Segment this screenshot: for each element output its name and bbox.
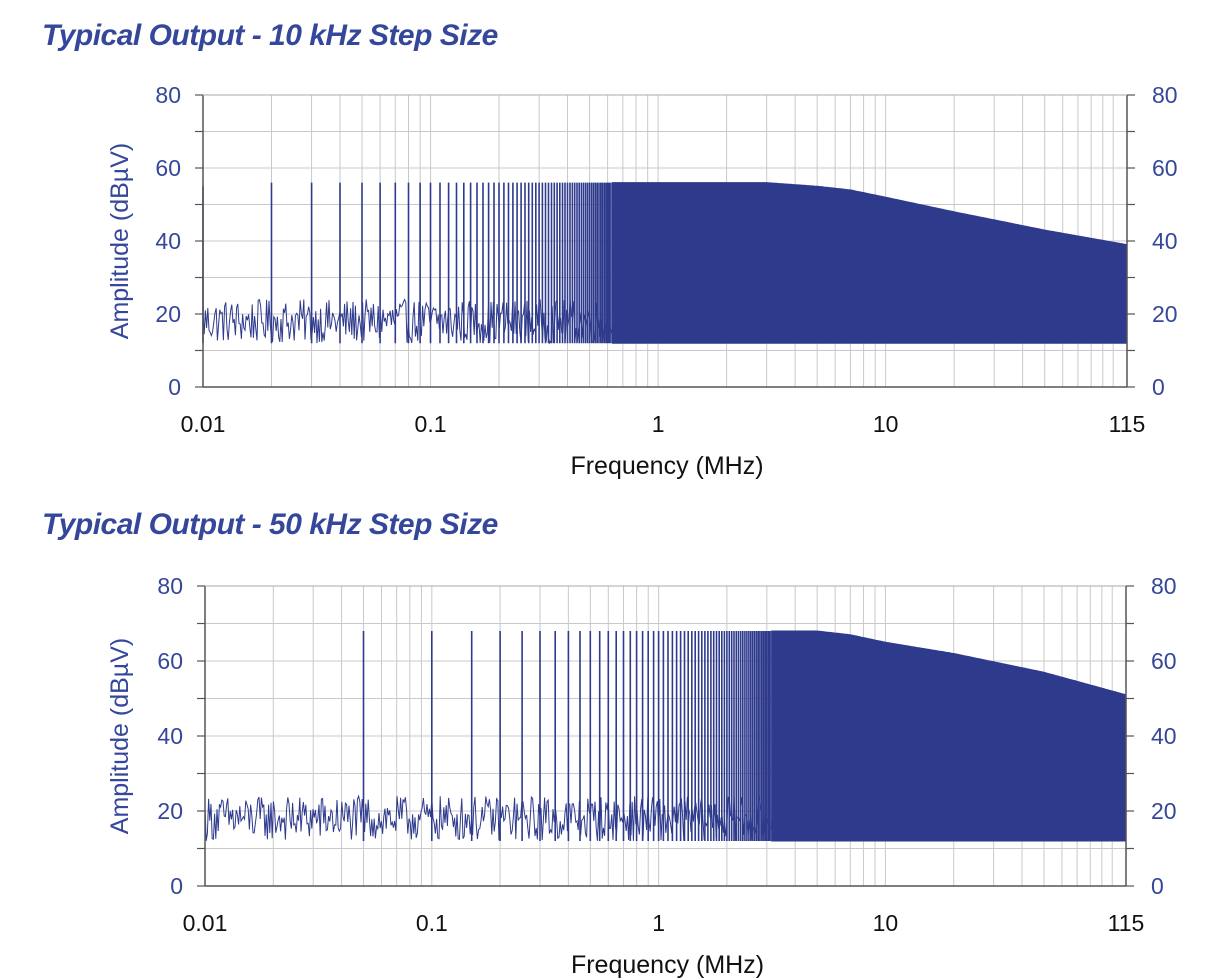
chart-1-x-axis-label: Frequency (MHz) (570, 452, 763, 480)
chart-2-y-tick-label-right: 40 (1151, 723, 1177, 749)
chart-1-x-tick-label: 0.1 (415, 411, 447, 437)
chart-1-y-tick-label-left: 40 (155, 228, 181, 254)
chart-2-title: Typical Output - 50 kHz Step Size (42, 508, 498, 541)
chart-1-x-tick-label: 10 (873, 411, 899, 437)
chart-1-spike-lines (202, 182, 612, 344)
chart-2-axes: 0 0 20 20 40 40 60 60 80 80 0.01 0.1 1 10 115 Frequency… (106, 573, 1177, 979)
chart-1-x-tick-label: 0.01 (181, 411, 226, 437)
chart-1-y-tick-label-left: 80 (155, 82, 181, 108)
chart-2-x-axis-label: Frequency (MHz) (571, 951, 764, 979)
chart-1-10khz-step: 0 0 20 20 40 40 60 60 80 80 0.01 0.1 1 10 115 Frequency… (106, 82, 1178, 480)
chart-1-y-tick-label-right: 40 (1152, 228, 1178, 254)
chart-2-harmonic-spikes (362, 631, 771, 841)
chart-1-dense-envelope (611, 182, 1128, 344)
chart-1-axes: 0 0 20 20 40 40 60 60 80 80 0.01 0.1 1 10 115 Frequency… (106, 82, 1178, 480)
chart-1-x-tick-label: 115 (1109, 411, 1146, 437)
chart-2-spike-lines (362, 631, 771, 841)
chart-1-y-tick-label-left: 0 (168, 374, 181, 400)
chart-1-spectrum-series (202, 182, 1128, 345)
chart-1-y-tick-label-right: 20 (1152, 301, 1178, 327)
chart-2-dense-envelope (771, 630, 1127, 842)
chart-1-title: Typical Output - 10 kHz Step Size (42, 19, 498, 52)
chart-2-50khz-step: 0 0 20 20 40 40 60 60 80 80 0.01 0.1 1 10 115 Frequency… (106, 573, 1177, 979)
chart-2-x-tick-label: 0.01 (183, 910, 228, 936)
chart-1-y-tick-label-left: 20 (155, 301, 181, 327)
chart-1-y-tick-label-right: 60 (1152, 155, 1178, 181)
chart-1-harmonic-spikes (202, 182, 612, 344)
chart-1-y-axis-label: Amplitude (dBµV) (106, 143, 134, 339)
chart-2-y-tick-label-right: 0 (1151, 873, 1164, 899)
chart-2-x-tick-label: 10 (873, 910, 899, 936)
chart-2-y-axis-label: Amplitude (dBµV) (106, 638, 134, 834)
chart-2-y-tick-label-left: 20 (157, 798, 183, 824)
chart-2-y-tick-label-left: 80 (157, 573, 183, 599)
chart-2-spectrum-series (204, 630, 1127, 842)
chart-1-y-tick-label-left: 60 (155, 155, 181, 181)
chart-2-x-tick-label: 115 (1108, 910, 1145, 936)
chart-2-y-tick-label-left: 0 (170, 873, 183, 899)
chart-2-y-tick-label-left: 40 (157, 723, 183, 749)
chart-2-y-tick-label-right: 20 (1151, 798, 1177, 824)
chart-1-y-tick-label-right: 0 (1152, 374, 1165, 400)
chart-2-y-tick-label-right: 60 (1151, 648, 1177, 674)
chart-2-x-tick-label: 1 (652, 910, 665, 936)
chart-2-y-tick-label-left: 60 (157, 648, 183, 674)
chart-1-x-tick-label: 1 (652, 411, 665, 437)
chart-2-y-tick-label-right: 80 (1151, 573, 1177, 599)
chart-1-y-tick-label-right: 80 (1152, 82, 1178, 108)
chart-2-x-tick-label: 0.1 (416, 910, 448, 936)
